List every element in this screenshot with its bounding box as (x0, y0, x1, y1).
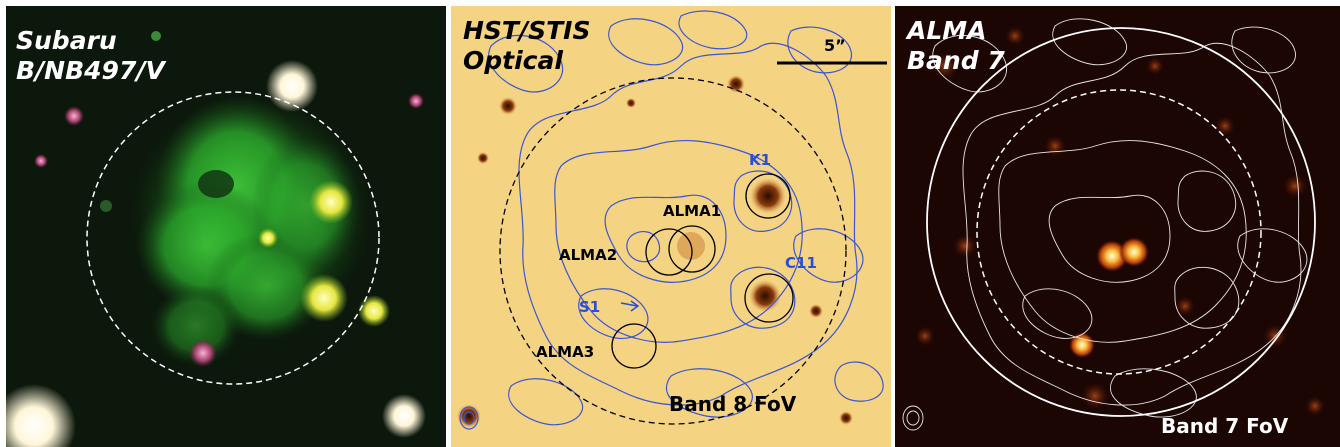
subaru-title-line1: Subaru (16, 26, 117, 55)
source-alma1-label: ALMA1 (663, 202, 722, 220)
hst-title-line1: HST/STIS (463, 16, 591, 45)
source-k1-label: K1 (749, 151, 772, 169)
band7-fov-label: Band 7 FoV (1161, 414, 1289, 438)
source-alma3-label: ALMA3 (536, 343, 595, 361)
subaru-title: Subaru B/NB497/V (16, 26, 165, 86)
scale-bar-label: 5” (824, 36, 846, 55)
source-alma2-label: ALMA2 (559, 246, 618, 264)
subaru-panel: Subaru B/NB497/V (6, 6, 446, 447)
hst-panel: HST/STIS Optical 5” K1 ALMA1 ALMA2 C11 S… (451, 6, 891, 447)
hst-title: HST/STIS Optical (463, 16, 590, 76)
source-c11-label: C11 (785, 254, 817, 272)
subaru-image (6, 6, 446, 447)
alma-panel: ALMA Band 7 Band 7 FoV (895, 6, 1340, 447)
alma-title: ALMA Band 7 (907, 16, 1005, 76)
hst-image (451, 6, 891, 447)
alma-title-line1: ALMA (907, 16, 987, 45)
band8-fov-label: Band 8 FoV (669, 392, 797, 416)
subaru-title-line2: B/NB497/V (16, 56, 165, 85)
source-s1-label: S1 (579, 298, 601, 316)
alma-image (895, 6, 1340, 447)
alma-title-line2: Band 7 (907, 46, 1005, 75)
hst-title-line2: Optical (463, 46, 563, 75)
